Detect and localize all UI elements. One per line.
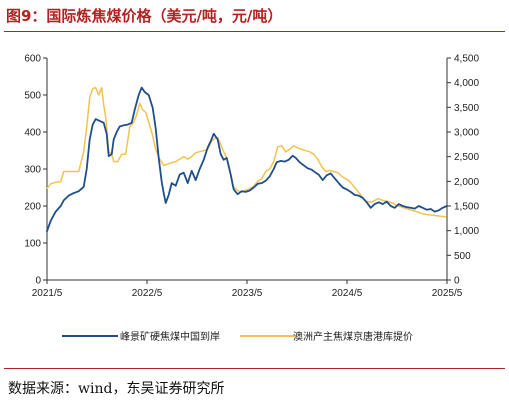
- y-right-tick-label: 0: [454, 276, 460, 287]
- title-rule: [4, 31, 505, 32]
- chart-title: 图9：国际炼焦煤价格（美元/吨，元/吨）: [6, 7, 283, 25]
- x-tick-label: 2022/5: [132, 288, 163, 299]
- x-tick-label: 2021/5: [32, 288, 63, 299]
- y-right-tick-label: 1,000: [454, 226, 479, 237]
- series-line-jingtang-port: [46, 86, 447, 218]
- y-right-tick-label: 2,500: [454, 152, 479, 163]
- line-chart: 0 100 200 300 400 500 600 0 500 1,000 1,500 2,000 2,…: [24, 54, 479, 344]
- x-tick-label: 2024/5: [332, 288, 363, 299]
- legend-label: 澳洲产主焦煤京唐港库提价: [293, 330, 413, 343]
- y-left-tick-label: 400: [24, 128, 41, 139]
- y-right-tick-label: 3,000: [454, 128, 479, 139]
- x-tick-label: 2025/5: [432, 288, 463, 299]
- y-left-tick-label: 500: [24, 91, 41, 102]
- source-note: 数据来源：wind，东吴证券研究所: [8, 381, 225, 397]
- y-right-tick-label: 1,500: [454, 202, 479, 213]
- y-right-tick-label: 4,500: [454, 54, 479, 65]
- x-tick-label: 2023/5: [232, 288, 263, 299]
- y-left-tick-label: 100: [24, 239, 41, 250]
- y-left-tick-label: 200: [24, 202, 41, 213]
- y-right-tick-label: 2,000: [454, 177, 479, 188]
- source-rule: [4, 368, 505, 369]
- legend-label: 峰景矿硬焦煤中国到岸: [120, 330, 220, 343]
- y-right-tick-label: 4,000: [454, 78, 479, 89]
- y-left-tick-label: 0: [35, 276, 41, 287]
- y-left-tick-label: 600: [24, 54, 41, 65]
- series-line-peak-downs: [45, 86, 448, 233]
- y-right-tick-label: 3,500: [454, 103, 479, 114]
- chart-series: [45, 86, 448, 233]
- y-left-tick-label: 300: [24, 165, 41, 176]
- y-right-tick-label: 500: [454, 251, 471, 262]
- chart-legend: 峰景矿硬焦煤中国到岸 澳洲产主焦煤京唐港库提价: [62, 330, 413, 343]
- chart-axes: 0 100 200 300 400 500 600 0 500 1,000 1,500 2,000 2,…: [24, 54, 479, 300]
